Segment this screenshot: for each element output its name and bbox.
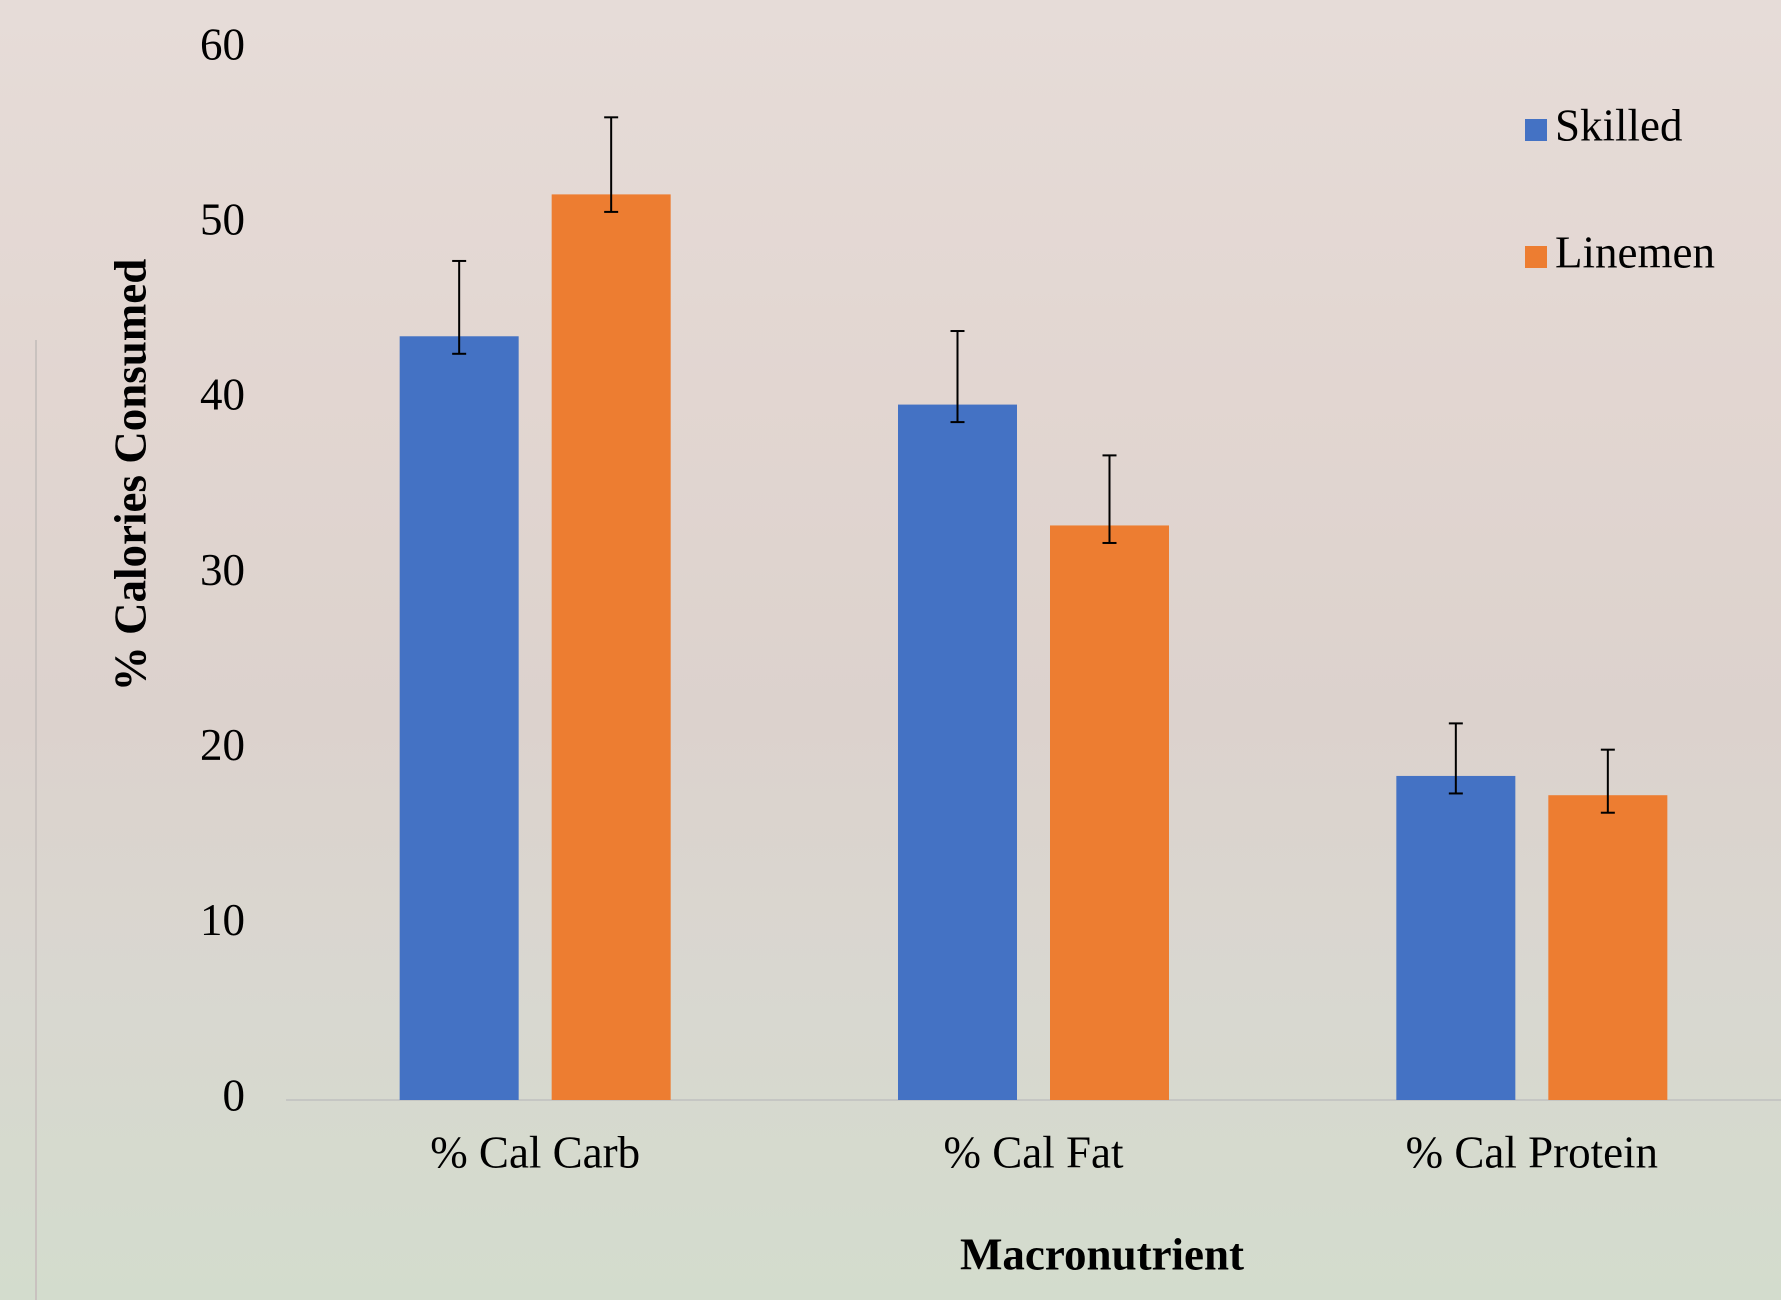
error-bar <box>1600 748 1615 814</box>
y-tick-label: 30 <box>200 545 245 595</box>
x-axis-title: Macronutrient <box>960 1229 1244 1279</box>
error-bar <box>1448 722 1463 795</box>
legend-label: Skilled <box>1555 100 1683 150</box>
bar <box>1548 795 1668 1100</box>
y-tick-label: 20 <box>200 720 245 770</box>
error-bar <box>452 259 467 355</box>
legend-label: Linemen <box>1555 227 1715 277</box>
error-bar <box>604 116 619 213</box>
y-tick-label: 40 <box>200 370 245 420</box>
y-tick-label: 0 <box>223 1070 246 1120</box>
legend-swatch <box>1525 119 1547 141</box>
bar <box>399 336 519 1101</box>
x-tick-label: % Cal Carb <box>430 1127 640 1177</box>
y-tick-label: 50 <box>200 194 245 244</box>
x-tick-label: % Cal Fat <box>944 1127 1124 1177</box>
y-axis-title: % Calories Consumed <box>105 259 155 692</box>
legend-swatch <box>1525 246 1547 268</box>
bar <box>1396 775 1516 1100</box>
bar <box>898 404 1017 1100</box>
error-bar <box>1102 454 1117 544</box>
x-tick-label: % Cal Protein <box>1406 1127 1658 1177</box>
error-bar <box>950 330 965 424</box>
bar <box>551 194 671 1101</box>
bar <box>1050 525 1169 1100</box>
y-tick-label: 60 <box>200 19 245 69</box>
y-tick-label: 10 <box>200 895 245 945</box>
